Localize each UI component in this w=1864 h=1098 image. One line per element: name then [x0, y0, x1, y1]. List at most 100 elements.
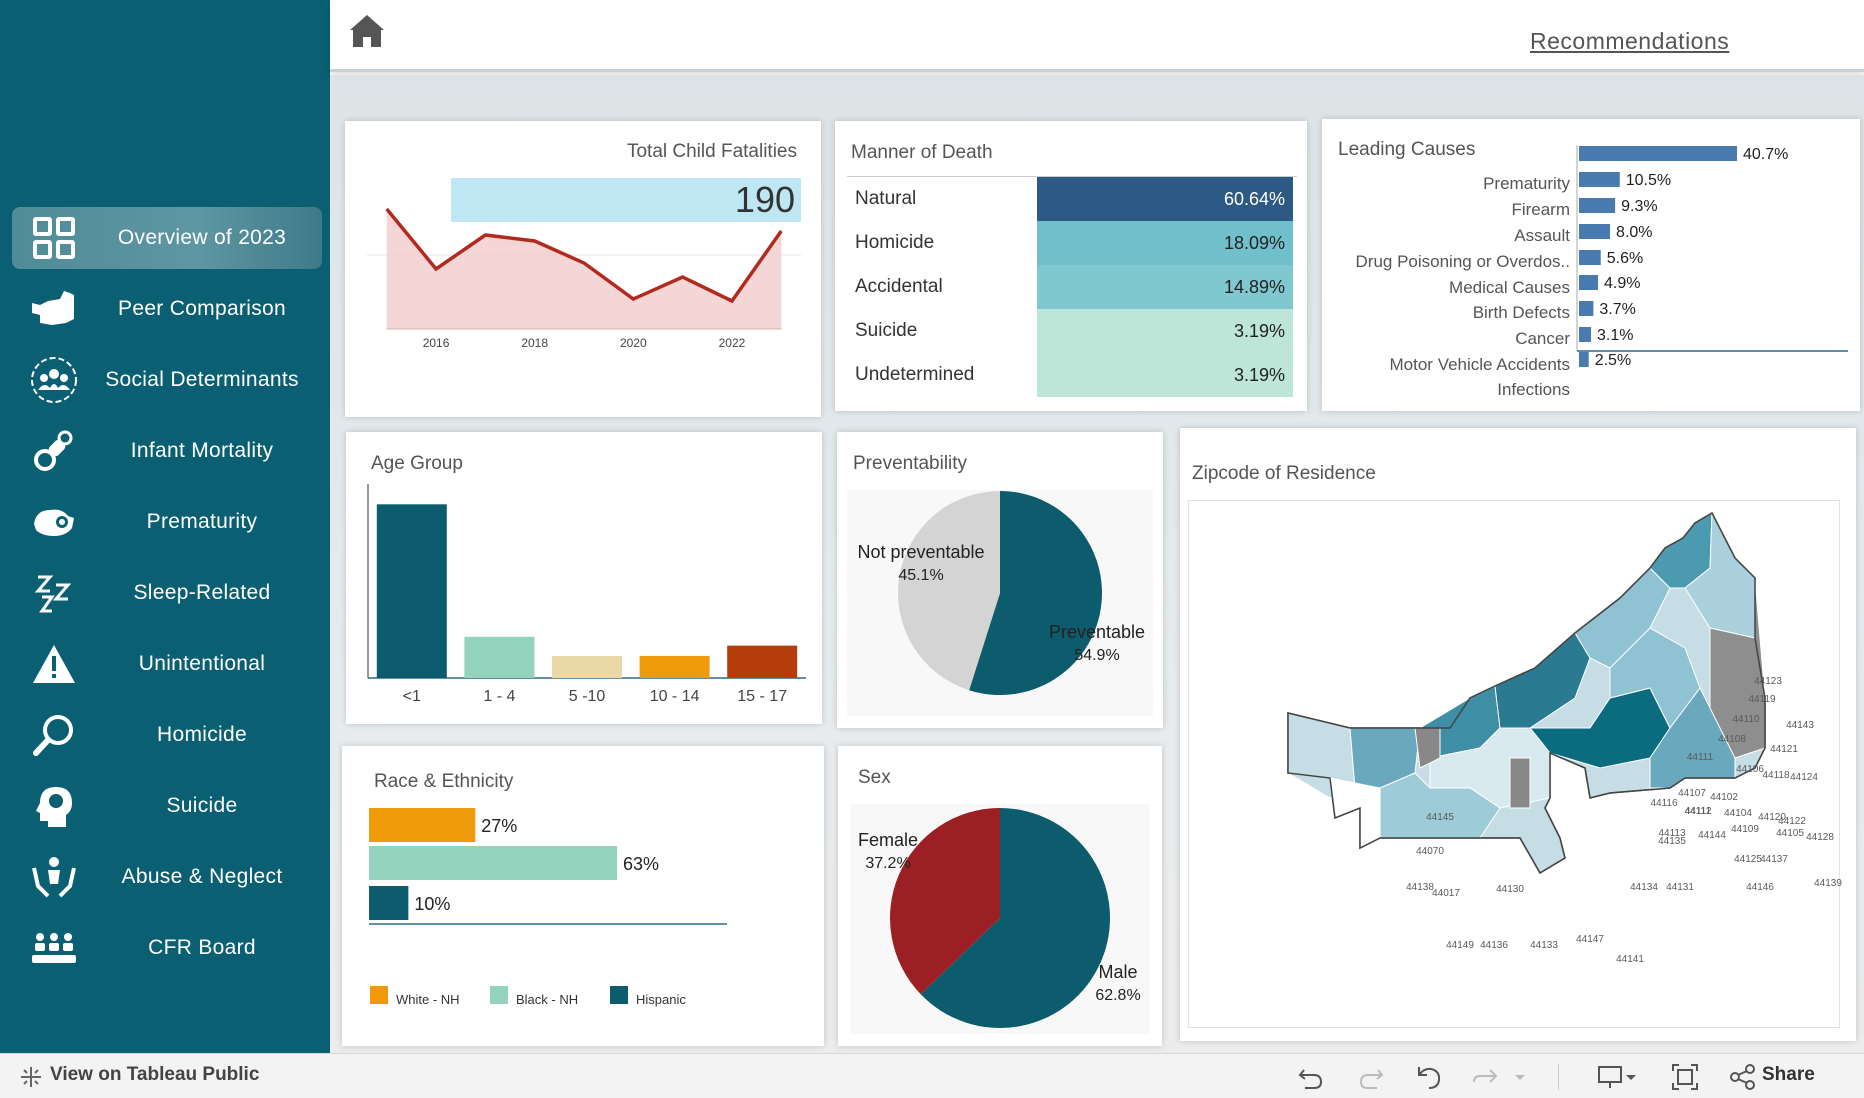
revert-icon[interactable] — [1414, 1062, 1444, 1092]
zipcode-label: 44118 — [1762, 770, 1790, 781]
zipcode-label: 44137 — [1760, 854, 1788, 865]
table-row: Suicide 3.19% — [847, 309, 1297, 353]
race-value: 63% — [623, 854, 659, 874]
sidebar-item-label: Suicide — [166, 794, 238, 817]
pie-label: Not preventable — [857, 542, 984, 562]
zipcode-label: 44136 — [1480, 940, 1508, 951]
fatalities-line — [385, 207, 783, 304]
chevron-down-icon[interactable] — [1510, 1062, 1530, 1092]
manner-label: Suicide — [855, 320, 918, 341]
share-button[interactable]: Share — [1762, 1064, 1815, 1085]
age-tick-label: <1 — [403, 688, 421, 705]
sidebar-nav: Overview of 2023 Peer Comparison Social … — [0, 0, 330, 1053]
pie-percent: 45.1% — [898, 567, 943, 584]
cause-label: Motor Vehicle Accidents — [1389, 355, 1570, 374]
zipcode-label: 44146 — [1746, 882, 1774, 893]
leading-cause-bar — [1579, 224, 1611, 239]
sidebar-item-social-determinants[interactable]: Social Determinants — [12, 349, 322, 411]
zzz-icon — [30, 569, 78, 617]
undo-icon[interactable] — [1296, 1062, 1326, 1092]
view-on-tableau-link[interactable]: View on Tableau Public — [50, 1064, 260, 1085]
fullscreen-icon[interactable] — [1670, 1062, 1700, 1092]
home-icon[interactable] — [348, 12, 386, 50]
zipcode-label: 44131 — [1666, 882, 1694, 893]
leading-cause-bar — [1579, 301, 1594, 316]
recommendations-link[interactable]: Recommendations — [1530, 28, 1730, 54]
race-bar — [369, 808, 476, 842]
zipcode-region — [1329, 777, 1381, 849]
leading-cause-value: 9.3% — [1621, 198, 1657, 215]
zipcode-choropleth-map[interactable]: 44123 44119 44110 44143 44108 44121 44111 44106… — [1180, 428, 1856, 1041]
sex-pie-chart: Female 37.2% Male 62.8% — [850, 804, 1150, 1034]
total-fatalities-title: Total Child Fatalities — [626, 141, 797, 162]
leading-cause-value: 40.7% — [1743, 146, 1788, 163]
zipcode-label: 44121 — [1770, 744, 1798, 755]
zipcode-label: 44119 — [1748, 694, 1776, 705]
zipcode-label: 44113 — [1658, 828, 1686, 839]
sidebar-item-unintentional[interactable]: Unintentional — [12, 633, 322, 695]
manner-value: 14.89% — [1037, 265, 1293, 309]
zipcode-label: 44124 — [1790, 772, 1818, 783]
sidebar-item-abuse-neglect[interactable]: Abuse & Neglect — [12, 846, 322, 908]
sidebar-item-peer-comparison[interactable]: Peer Comparison — [12, 278, 322, 340]
zipcode-label: 44123 — [1754, 676, 1782, 687]
tableau-logo-icon — [18, 1064, 44, 1095]
fatalities-area — [386, 209, 782, 329]
preventability-pie-chart: Not preventable 45.1% Preventable 54.9% — [847, 490, 1153, 716]
legend-swatch — [490, 986, 508, 1004]
age-group-bar — [464, 636, 535, 678]
leading-causes-bar-chart: 40.7% 10.5% 9.3% 8.0% 5.6% 4.9% 3.7% 3.1% 2.5% — [1576, 145, 1848, 369]
share-icon[interactable] — [1728, 1062, 1758, 1092]
sex-title: Sex — [858, 767, 891, 788]
sidebar-item-overview[interactable]: Overview of 2023 — [12, 207, 322, 269]
pie-slice-preventable — [969, 491, 1102, 695]
pie-label: Female — [858, 830, 918, 850]
pie-slice-not-preventable — [898, 491, 1000, 691]
pie-slice-male — [920, 808, 1110, 1028]
cause-label: Firearm — [1511, 200, 1570, 219]
zipcode-label: 44149 — [1446, 940, 1474, 951]
sidebar-item-prematurity[interactable]: Prematurity — [12, 491, 322, 553]
zipcode-label: 44147 — [1576, 934, 1604, 945]
sidebar-item-homicide[interactable]: Homicide — [12, 704, 322, 766]
sidebar-item-suicide[interactable]: Suicide — [12, 775, 322, 837]
fatalities-line-chart: 2016 2018 2020 2022 — [367, 207, 801, 350]
zipcode-label: 44116 — [1650, 798, 1678, 809]
leading-cause-bar — [1579, 352, 1589, 367]
leading-cause-bar — [1579, 172, 1620, 187]
zipcode-label: 44135 — [1658, 836, 1686, 847]
leading-cause-value: 8.0% — [1616, 224, 1652, 241]
total-fatalities-value: 190 — [451, 178, 801, 222]
x-tick-label: 2020 — [620, 336, 647, 350]
device-preview-icon[interactable] — [1596, 1062, 1638, 1092]
forward-icon[interactable] — [1470, 1062, 1500, 1092]
county-border — [1287, 511, 1766, 875]
zipcode-label: 44109 — [1731, 824, 1759, 835]
zipcode-label: 44125 — [1734, 854, 1762, 865]
table-row: Homicide 18.09% — [847, 221, 1297, 265]
race-value: 27% — [481, 816, 517, 836]
race-bar-chart: 27% 63% 10% White - NH Black - NH Hispanic — [369, 808, 727, 1007]
sidebar-item-label: Infant Mortality — [130, 439, 274, 462]
x-tick-label: 2018 — [521, 336, 548, 350]
sidebar-item-cfr-board[interactable]: CFR Board — [12, 917, 322, 979]
leading-cause-value: 2.5% — [1595, 352, 1631, 369]
race-bar — [369, 886, 409, 920]
zipcode-label: 44120 — [1758, 812, 1786, 823]
sidebar-item-sleep-related[interactable]: Sleep-Related — [12, 562, 322, 624]
cause-label: Drug Poisoning or Overdos.. — [1355, 252, 1571, 271]
protect-hands-icon — [30, 853, 78, 901]
sidebar-item-label: Sleep-Related — [133, 581, 271, 604]
legend-label: Black - NH — [516, 992, 578, 1007]
zipcode-label: 44143 — [1786, 720, 1814, 731]
divider — [847, 176, 1297, 177]
sidebar-item-infant-mortality[interactable]: Infant Mortality — [12, 420, 322, 482]
leading-cause-bar — [1579, 198, 1616, 213]
zipcode-label: 44070 — [1416, 846, 1444, 857]
sidebar-item-label: CFR Board — [148, 936, 256, 959]
redo-icon[interactable] — [1356, 1062, 1386, 1092]
age-tick-label: 10 - 14 — [650, 688, 700, 705]
zipcode-label: 44133 — [1530, 940, 1558, 951]
x-tick-label: 2022 — [719, 336, 746, 350]
leading-cause-value: 3.1% — [1597, 327, 1633, 344]
